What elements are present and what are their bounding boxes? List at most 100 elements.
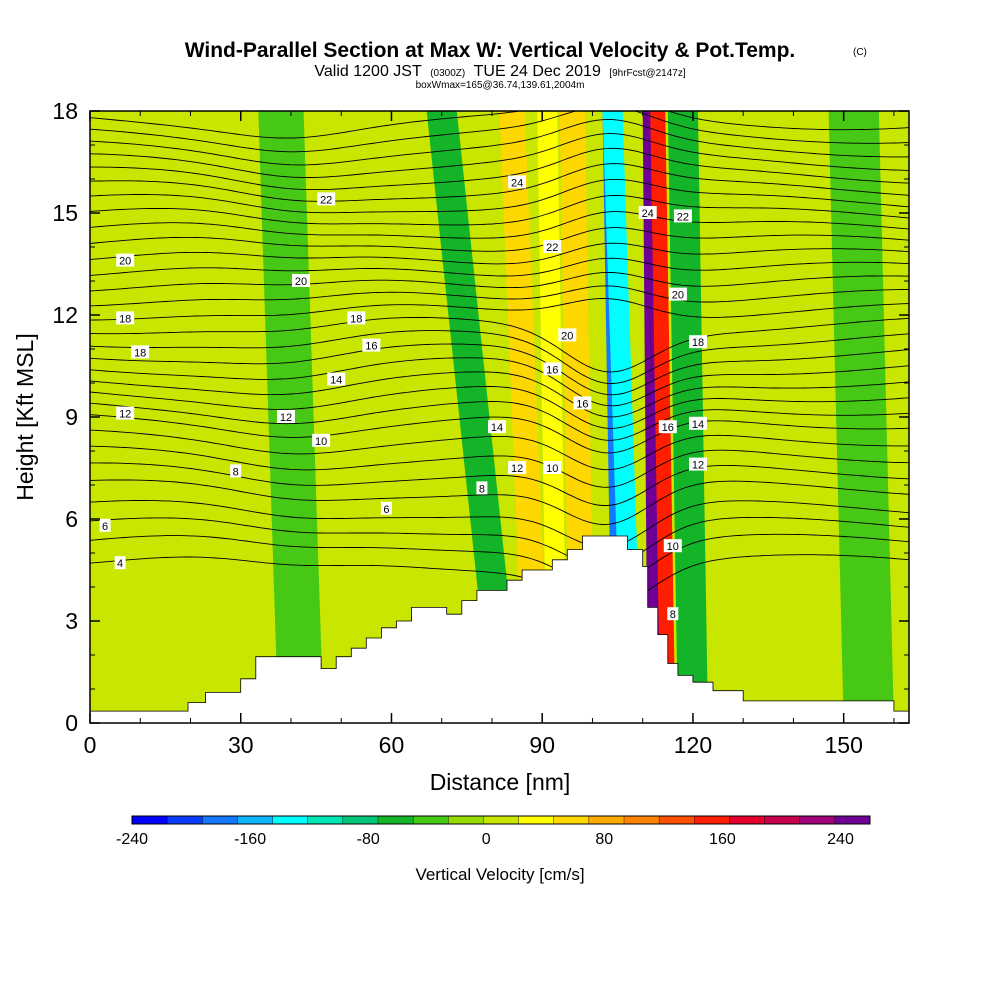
y-tick-label: 18: [52, 98, 78, 124]
x-tick-label: 150: [824, 732, 862, 758]
colorbar-segment-15: [658, 815, 695, 825]
contour-label-13: 18: [689, 335, 707, 349]
plot-area: 22 24 24 22 22 20 20 20 18 18 18 16 20 18 16 14 16 12 12 14…: [90, 111, 909, 723]
contour-label-7: 20: [668, 287, 687, 302]
contour-label-bg: [663, 539, 682, 553]
terrain-mask: [90, 535, 909, 723]
theta-contour-11: [90, 371, 909, 418]
velocity-band-8: [667, 111, 709, 723]
contour-label-26: 8: [230, 464, 242, 478]
colorbar-segment-1: [166, 815, 203, 825]
contour-label-text: 16: [576, 398, 588, 410]
colorbar-segment-14: [623, 815, 660, 825]
colorbar-frame: [131, 815, 871, 825]
theta-contour-1: [90, 533, 909, 587]
colorbar-tick-label: 0: [482, 831, 491, 848]
theta-contour-4: [90, 479, 909, 525]
theta-contour-29: [90, 111, 909, 153]
contour-label-text: 14: [692, 419, 704, 431]
contour-label-text: 22: [320, 194, 332, 206]
contour-label-text: 14: [491, 422, 503, 434]
theta-contour-24: [90, 178, 909, 214]
contour-label-4: 22: [543, 240, 562, 254]
colorbar-segment-11: [518, 815, 555, 825]
theta-contour-5: [90, 462, 909, 506]
colorbar-segment-6: [342, 815, 379, 825]
colorbar-segment-17: [729, 815, 766, 825]
theta-contours: [90, 111, 909, 610]
theta-contour-16: [90, 298, 909, 321]
theta-contour-30: [90, 111, 909, 139]
contour-label-text: 16: [365, 341, 377, 353]
contour-label-25: 12: [689, 457, 707, 472]
contour-label-text: 20: [672, 290, 684, 302]
contour-label-text: 10: [315, 436, 327, 448]
contour-label-16: 16: [573, 396, 592, 410]
contour-label-bg: [668, 287, 687, 301]
contour-label-bg: [673, 209, 692, 223]
contour-label-text: 4: [117, 558, 123, 570]
colorbar-segment-12: [553, 815, 590, 825]
colorbar: -240 -160 -80 0 80 160 240: [116, 815, 871, 848]
contour-label-bg: [558, 328, 577, 342]
contour-label-text: 10: [667, 541, 679, 553]
y-tick-label: 15: [52, 200, 78, 226]
contour-label-bg: [99, 518, 111, 532]
contour-label-bg: [380, 501, 392, 515]
contour-label-bg: [689, 457, 707, 471]
colorbar-segment-5: [307, 815, 344, 825]
y-axis-label: Height [Kft MSL]: [12, 333, 38, 500]
contour-label-10: 18: [131, 345, 150, 359]
theta-contour-28: [90, 119, 909, 166]
contour-label-text: 12: [280, 412, 292, 424]
colorbar-segment-20: [834, 815, 871, 825]
colorbar-segment-18: [764, 815, 801, 825]
contour-label-text: 14: [330, 375, 342, 387]
contour-label-17: 12: [116, 406, 135, 421]
theta-contour-3: [90, 500, 909, 548]
contour-label-20: 16: [658, 420, 677, 434]
colorbar-tick-label: 240: [827, 831, 854, 848]
subtitle-valid: Valid 1200 JST: [314, 63, 422, 80]
contour-label-0: 22: [317, 192, 336, 206]
contour-label-bg: [689, 335, 707, 349]
contour-label-19: 14: [488, 420, 506, 434]
contour-label-text: 18: [134, 347, 146, 359]
contour-label-1: 24: [508, 175, 527, 189]
theta-contour-6: [90, 445, 909, 488]
x-tick-label: 60: [379, 732, 405, 758]
contour-label-bg: [116, 253, 135, 267]
x-tick-label: 30: [228, 732, 254, 758]
colorbar-segment-16: [694, 815, 730, 825]
contour-label-31: 4: [114, 556, 126, 570]
theta-contour-27: [90, 133, 909, 178]
contour-label-text: 12: [692, 460, 704, 472]
theta-contour-14: [90, 330, 909, 384]
colorbar-segment-19: [799, 815, 836, 825]
colorbar-segment-13: [588, 815, 625, 825]
contour-label-text: 12: [511, 463, 523, 475]
theta-contour-0: [90, 554, 909, 610]
velocity-band-0: [426, 111, 523, 723]
contour-label-text: 20: [119, 256, 131, 268]
contour-label-bg: [347, 311, 366, 325]
theta-contour-15: [90, 317, 909, 373]
contour-label-text: 20: [561, 330, 573, 342]
y-tick-label: 12: [52, 302, 78, 328]
contour-label-bg: [116, 406, 135, 420]
theta-contour-18: [90, 272, 909, 292]
contour-label-text: 6: [102, 521, 108, 533]
colorbar-segment-10: [483, 815, 520, 825]
colorbar-tick-label: 160: [709, 831, 736, 848]
terrain: [90, 535, 909, 723]
contour-label-bg: [508, 175, 527, 189]
velocity-band-10: [828, 111, 894, 723]
x-tick-label: 90: [529, 732, 555, 758]
contour-label-bg: [116, 311, 135, 325]
contour-label-21: 14: [689, 416, 707, 431]
colorbar-segment-0: [131, 815, 168, 825]
contour-label-text: 8: [233, 466, 239, 478]
theta-contour-23: [90, 194, 909, 226]
colorbar-segment-4: [272, 815, 309, 825]
y-tick-label: 0: [65, 710, 78, 736]
